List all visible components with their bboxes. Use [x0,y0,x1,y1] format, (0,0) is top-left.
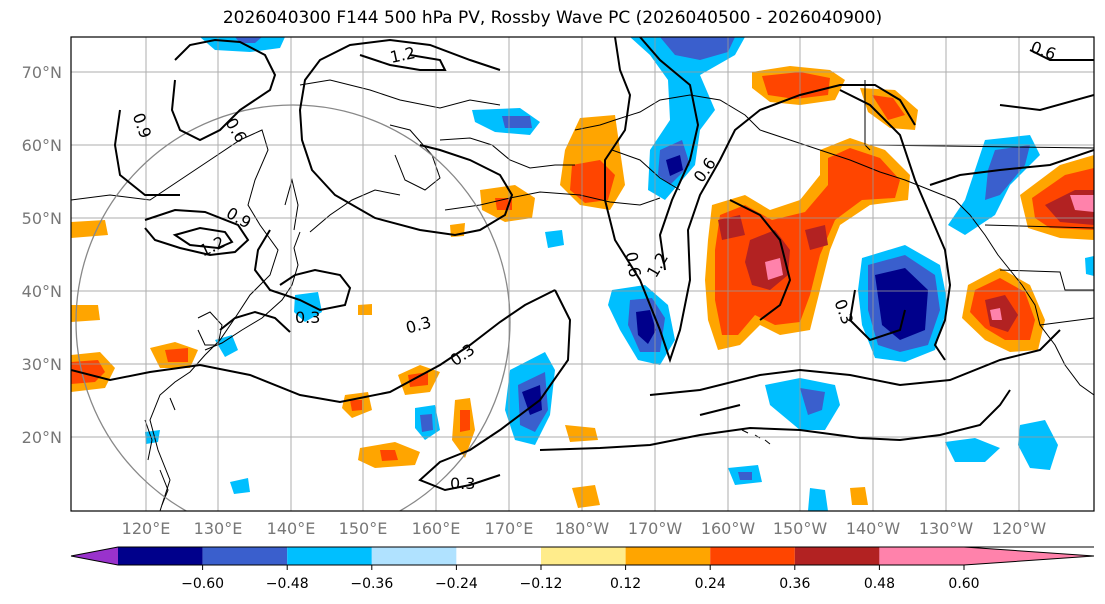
coastlines [71,79,1094,511]
lat-tick: 40°N [22,282,62,301]
contour-label: 0.3 [450,474,475,493]
colorbar-label: 0.12 [610,576,641,592]
lon-tick: 150°E [339,519,388,538]
lat-tick: 30°N [22,355,62,374]
colorbar-label: −0.24 [435,576,478,592]
colorbar-segment [371,547,457,565]
colorbar-label: −0.60 [181,576,224,592]
lat-tick: 20°N [22,428,62,447]
colorbar-extend-low [71,547,118,565]
lon-tick: 130°E [194,519,243,538]
positive-anomalies [71,66,1094,508]
colorbar-segment [794,547,880,565]
lon-tick: 130°W [919,519,974,538]
colorbar-segment [625,547,711,565]
lon-tick: 150°W [773,519,828,538]
pv-contours [71,37,1094,492]
lon-tick: 140°W [846,519,901,538]
colorbar-label: −0.48 [266,576,309,592]
lon-tick: 170°W [628,519,683,538]
negative-anomalies [145,37,1094,511]
colorbar-segment [118,547,203,565]
colorbar-label: −0.36 [350,576,393,592]
lon-tick: 160°E [412,519,461,538]
lat-tick: 60°N [22,136,62,155]
colorbar-segment [541,547,626,565]
colorbar-label: 0.48 [864,576,895,592]
colorbar-label: 0.24 [695,576,726,592]
contour-label: 1.2 [388,43,417,67]
lon-tick: 170°E [485,519,534,538]
map-border [70,36,1095,512]
colorbar: −0.60 −0.48 −0.36 −0.24 −0.12 0.12 0.24 … [70,546,1095,592]
colorbar-segment [879,547,964,565]
lon-tick: 120°E [122,519,171,538]
lon-tick: 180°W [555,519,610,538]
lat-tick-labels: 70°N 60°N 50°N 40°N 30°N 20°N [22,63,62,447]
colorbar-segment [202,547,288,565]
colorbar-label: 0.36 [779,576,810,592]
lon-tick-labels: 120°E 130°E 140°E 150°E 160°E 170°E 180°… [122,519,1047,538]
colorbar-extend-high [964,547,1094,565]
lat-tick: 70°N [22,63,62,82]
contour-label: 0.6 [622,250,645,278]
lon-tick: 160°W [701,519,756,538]
colorbar-label: −0.12 [520,576,563,592]
lat-tick: 50°N [22,209,62,228]
colorbar-segment [287,547,372,565]
map-title: 2026040300 F144 500 hPa PV, Rossby Wave … [222,8,883,28]
lon-tick: 120°W [992,519,1047,538]
colorbar-segment [456,547,541,565]
lon-tick: 140°E [267,519,316,538]
ring-circle [75,104,511,511]
colorbar-label: 0.60 [948,576,979,592]
colorbar-segment [710,547,795,565]
contour-label: 0.3 [295,308,320,327]
